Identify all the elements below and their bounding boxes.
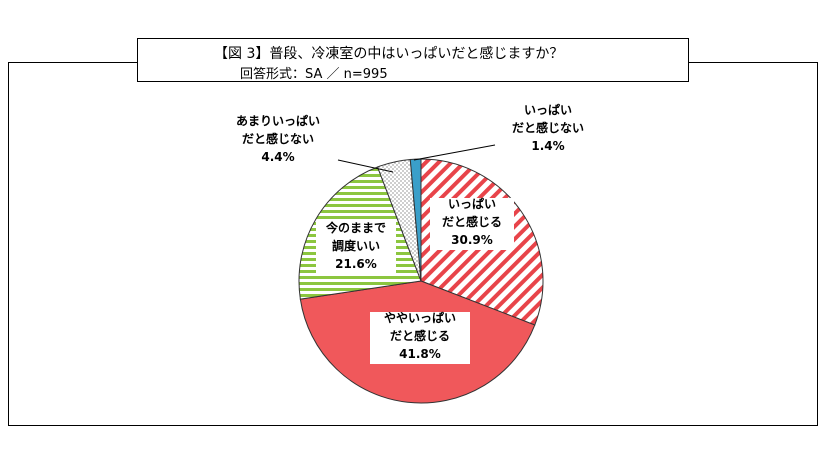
slice-category-label: 調度いい [332, 238, 380, 253]
slice-label-bg-1 [430, 198, 514, 250]
pie-labels: いっぱいだと感じる30.9%ややいっぱいだと感じる41.8%今のままで調度いい2… [236, 102, 584, 364]
slice-value-label: 21.6% [335, 257, 377, 271]
chart-title-box: 【図 3】普段、冷凍室の中はいっぱいだと感じますか？ 回答形式：SA ／ n=9… [137, 38, 689, 82]
leader-lines [337, 144, 496, 173]
slice-value-label: 41.8% [399, 347, 441, 361]
slice-category-label: だと感じる [442, 214, 502, 229]
pie-slices [298, 158, 544, 404]
slice-category-label: だと感じない [242, 131, 314, 146]
leader-line-5 [413, 144, 496, 161]
slice-value-label: 4.4% [261, 150, 294, 164]
slice-value-label: 30.9% [451, 233, 493, 247]
slice-category-label: 今のままで [325, 220, 386, 235]
leader-line-4 [337, 159, 394, 173]
slice-label-bg-2 [370, 312, 470, 364]
slice-category-label: いっぱい [448, 196, 496, 211]
slice-value-label: 1.4% [531, 139, 564, 153]
slice-category-label: いっぱい [524, 102, 572, 117]
chart-subtitle: 回答形式：SA ／ n=995 [240, 67, 388, 82]
slice-label-bg-3 [316, 222, 396, 274]
slice-category-label: あまりいっぱい [236, 113, 320, 128]
slice-category-label: だと感じる [390, 328, 450, 343]
slice-category-label: ややいっぱい [384, 310, 456, 325]
slice-category-label: だと感じない [512, 120, 584, 135]
chart-title: 【図 3】普段、冷凍室の中はいっぱいだと感じますか？ [214, 46, 564, 62]
